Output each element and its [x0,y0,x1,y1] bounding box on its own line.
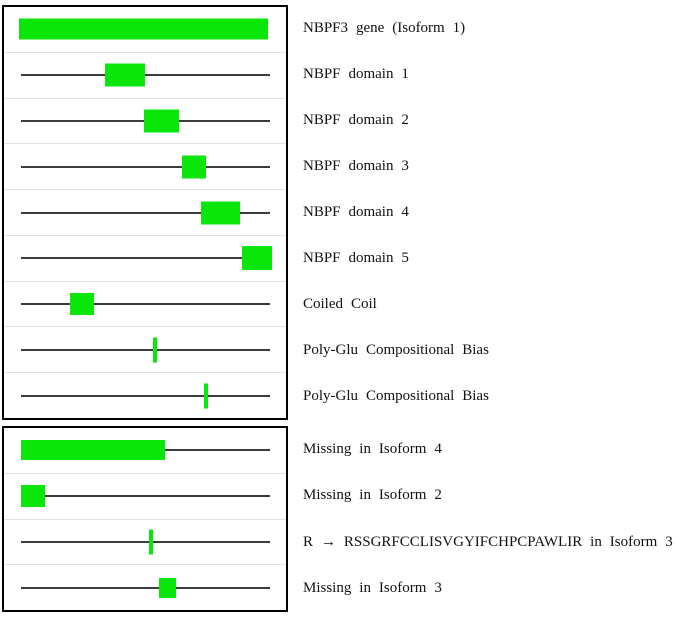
feature-bar [21,440,165,461]
feature-box [144,109,179,133]
track-line [21,495,270,498]
feature-row [4,280,286,327]
track-line [21,303,270,306]
track-line [21,586,270,589]
feature-row [4,51,286,98]
feature-label: Missing in Isoform 4 [303,440,442,457]
feature-box [201,201,240,225]
feature-box [70,293,94,316]
feature-label: R → RSSGRFCCLISVGYIFCHPCPAWLIR in Isofor… [303,533,673,550]
track-line [21,211,270,214]
feature-row [4,7,286,52]
feature-label: Missing in Isoform 3 [303,580,442,597]
isoforms-label-column: Missing in Isoform 4 Missing in Isoform 2… [303,426,676,612]
feature-row [4,428,286,473]
feature-box [182,155,206,179]
feature-row [4,189,286,235]
feature-tick [153,337,157,363]
feature-label: NBPF domain 1 [303,65,409,82]
feature-row [4,564,286,610]
feature-label: NBPF3 gene (Isoform 1) [303,19,466,36]
feature-label: Poly-Glu Compositional Bias [303,342,489,359]
track-line [21,394,270,397]
features-panel [2,5,288,420]
feature-label: NBPF domain 4 [303,203,409,220]
feature-label: Coiled Coil [303,296,377,313]
feature-tick [149,529,153,555]
feature-label: NBPF domain 3 [303,157,409,174]
isoforms-panel [2,426,288,612]
feature-box [21,485,45,508]
feature-row [4,518,286,565]
feature-label: NBPF domain 5 [303,250,409,267]
feature-bar [19,18,268,40]
feature-box [105,63,145,87]
feature-label: Missing in Isoform 2 [303,487,442,504]
track-line [21,165,270,168]
track-line [21,74,270,77]
feature-tick [204,383,208,409]
features-label-column: NBPF3 gene (Isoform 1) NBPF domain 1 NBPF … [303,5,676,420]
feature-label: NBPF domain 2 [303,111,409,128]
track-line [21,540,270,543]
feature-row [4,372,286,418]
feature-label: Poly-Glu Compositional Bias [303,388,489,405]
feature-box [159,577,176,598]
feature-row [4,472,286,519]
feature-box [242,246,272,271]
feature-row [4,326,286,372]
track-line [21,257,270,260]
feature-row [4,143,286,189]
track-line [21,348,270,351]
feature-row [4,234,286,281]
feature-row [4,97,286,144]
